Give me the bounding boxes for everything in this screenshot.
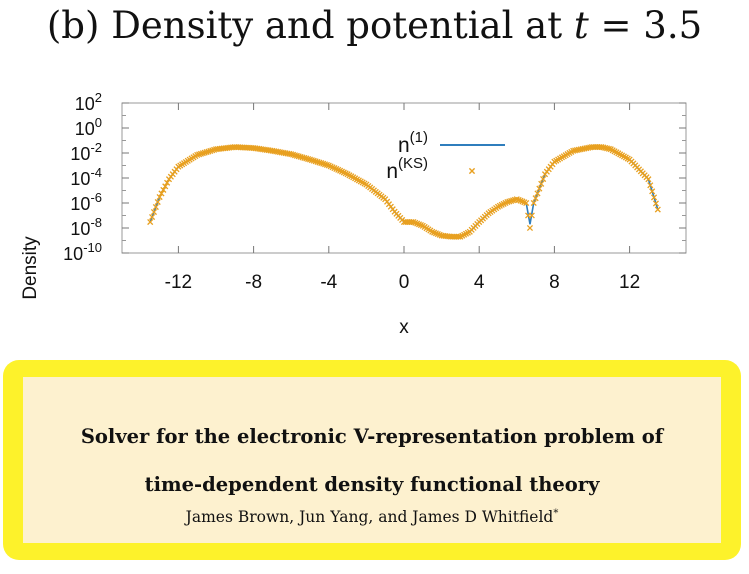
x-tick-label: -4 [320,272,337,293]
y-tick-label: 100 [75,115,102,139]
y-tick-label: 10-8 [70,215,102,239]
marker-x [323,161,330,168]
marker-x [523,199,530,207]
y-tick-label: 10-2 [70,140,102,164]
plot-frame [121,102,687,254]
marker-x [530,199,537,207]
x-tick-label: 12 [619,272,640,293]
marker-x [536,185,543,192]
y-tick-label: 10-6 [70,190,102,214]
figure-title-equation: = 3.5 [588,4,703,47]
x-tick-label: 4 [474,272,485,293]
marker-x [652,200,659,207]
figure-title-variable: t [573,4,589,47]
x-tick-label: -12 [165,272,192,293]
legend-label: n(KS) [386,155,428,183]
marker-x [538,180,545,187]
y-tick-label: 10-4 [70,165,102,189]
y-axis-label: Density [20,236,41,300]
marker-x [149,213,156,221]
marker-x [152,203,159,211]
series-markers-nks [147,143,661,240]
marker-x [160,186,167,193]
marker-x [650,194,658,201]
marker-x [147,218,154,226]
paper-title-line1: Solver for the electronic V-representati… [80,425,664,448]
x-tick-label: -8 [245,272,262,293]
paper-card-inner: Solver for the electronic V-representati… [23,377,721,543]
marker-x [645,176,652,183]
paper-authors: James Brown, Jun Yang, and James D Whitf… [23,508,721,526]
marker-x [654,206,661,213]
marker-x [158,190,165,197]
paper-card: Solver for the electronic V-representati… [3,360,741,560]
marker-x [534,190,541,197]
y-tick-label: 10-10 [63,240,102,264]
marker-x [164,179,171,186]
marker-x [156,193,163,201]
marker-x [532,195,539,202]
marker-x [154,198,161,206]
x-tick-label: 0 [399,272,410,293]
marker-x [540,175,547,183]
paper-title-line2: time-dependent density functional theory [144,473,600,496]
y-tick-label: 102 [75,90,102,114]
paper-title: Solver for the electronic V-representati… [23,413,721,509]
figure-title-text: (b) Density and potential at [46,4,574,47]
marker-x [162,183,169,190]
legend-swatch-marker [468,167,476,175]
marker-x [150,208,158,216]
marker-x [647,182,654,189]
x-tick-label: 8 [549,272,560,293]
x-axis-label: x [399,317,409,338]
marker-x [605,145,612,152]
marker-x [528,212,535,219]
marker-x [526,224,534,232]
author-mark: * [553,508,559,519]
figure-title: (b) Density and potential at t = 3.5 [0,4,749,47]
legend-label: n(1) [398,129,428,157]
marker-x [649,188,656,195]
author-names: James Brown, Jun Yang, and James D Whitf… [185,508,554,527]
